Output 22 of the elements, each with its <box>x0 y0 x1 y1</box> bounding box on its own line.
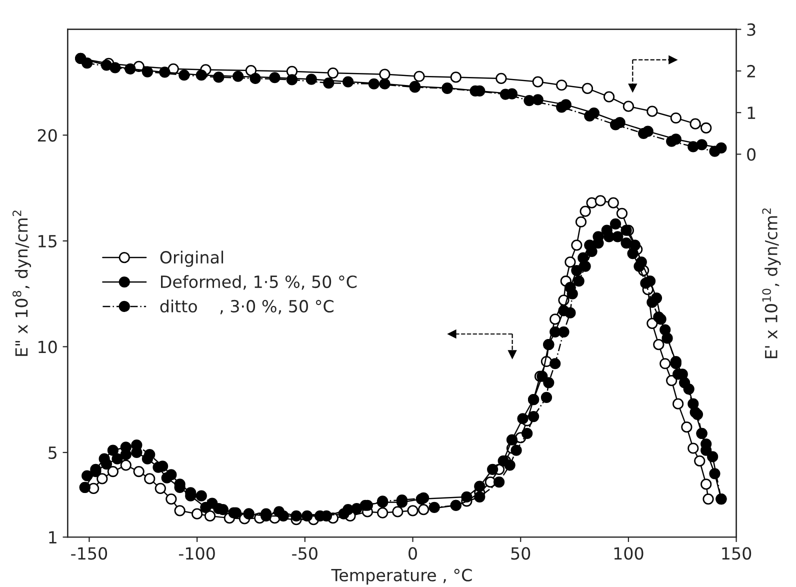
x-tick-label: -50 <box>292 547 318 560</box>
x-tick-label: -150 <box>71 547 108 560</box>
legend-label: ditto , 3·0 %, 50 °C <box>160 300 334 314</box>
legend-label: Deformed, 1·5 %, 50 °C <box>161 275 357 290</box>
x-tick-label: -100 <box>178 547 215 560</box>
x-tick-label: 50 <box>511 547 530 560</box>
y2-tick-label: 0 <box>747 148 756 161</box>
y2-axis-title: E' x 10$^{10}$, dyn/cm$^{2}$ <box>762 208 781 358</box>
y-tick-label: 5 <box>48 446 56 460</box>
x-tick-label: 0 <box>408 547 417 560</box>
x-tick-label: 150 <box>722 547 752 560</box>
y-tick-label: 15 <box>38 235 56 248</box>
legend-label: Original <box>160 250 224 267</box>
y-axis-title: E" x 10$^{8}$, dyn/cm$^{2}$ <box>12 210 32 356</box>
y2-tick-label: 1 <box>748 106 756 119</box>
y-tick-label: 1 <box>49 531 56 544</box>
y-tick-label: 20 <box>38 129 57 142</box>
y2-tick-label: 3 <box>747 23 756 36</box>
y2-tick-label: 2 <box>747 64 755 78</box>
x-axis-title: Temperature , °C <box>331 568 472 585</box>
y-tick-label: 10 <box>38 340 57 354</box>
x-tick-label: 100 <box>614 547 644 560</box>
